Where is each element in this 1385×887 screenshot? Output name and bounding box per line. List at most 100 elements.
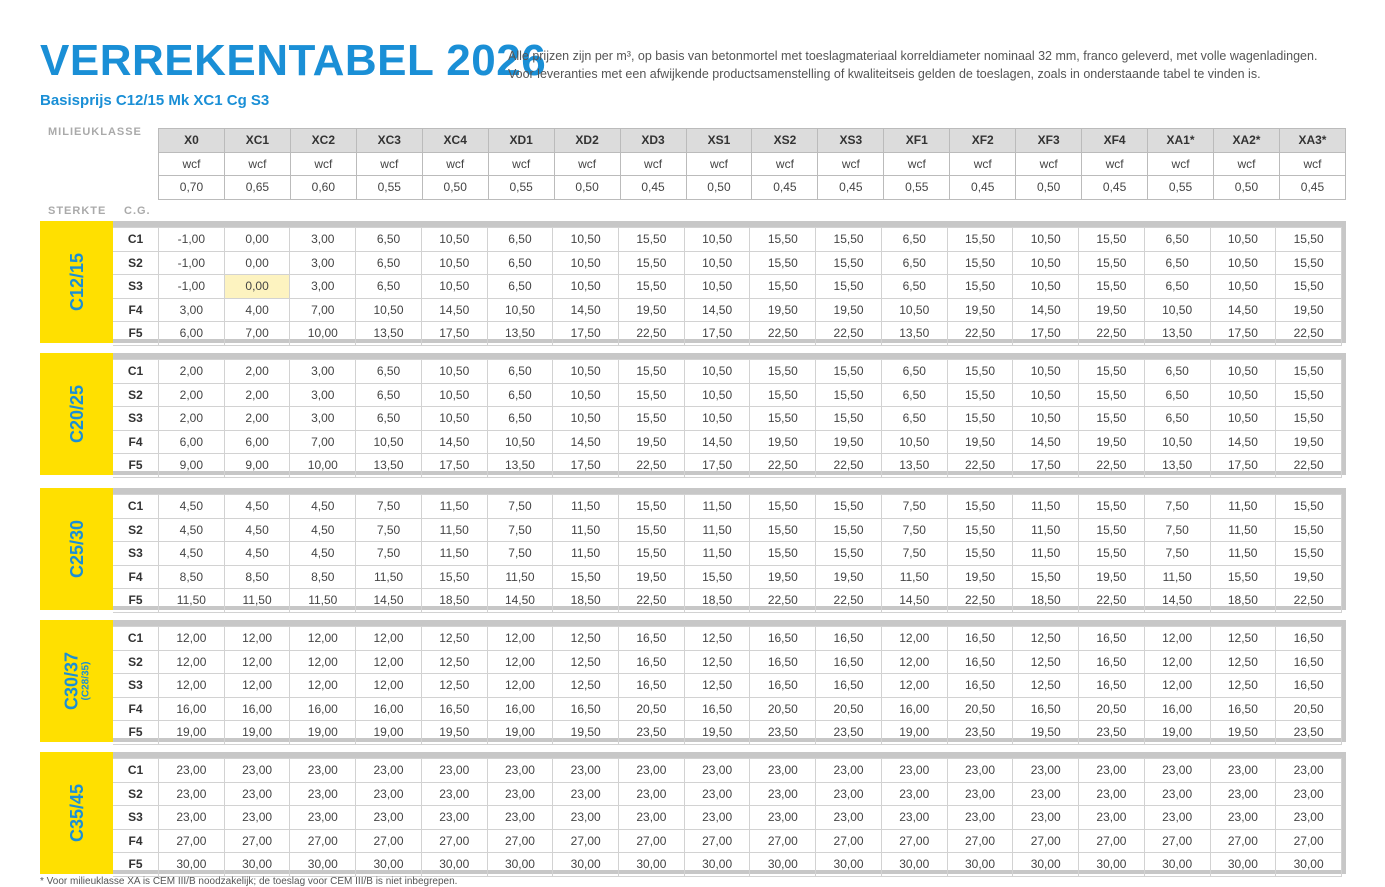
price-cell: 7,50 bbox=[1143, 517, 1211, 542]
price-cell: 13,50 bbox=[880, 321, 948, 346]
wcf-value: 0,55 bbox=[883, 175, 951, 200]
price-cell: 6,50 bbox=[880, 406, 948, 431]
price-cell: 23,00 bbox=[355, 758, 422, 783]
price-cell: 12,00 bbox=[223, 673, 291, 698]
price-cell: 30,00 bbox=[1143, 852, 1211, 877]
price-cell: 19,50 bbox=[815, 429, 882, 454]
price-cell: 10,50 bbox=[1209, 274, 1277, 299]
price-cell: -1,00 bbox=[158, 274, 225, 299]
price-cell: 16,50 bbox=[420, 696, 488, 721]
consistency-class: C1 bbox=[113, 359, 159, 384]
price-cell: 19,50 bbox=[618, 429, 685, 454]
price-cell: 4,50 bbox=[289, 494, 357, 519]
wcf-label: wcf bbox=[223, 151, 291, 176]
price-cell: 15,50 bbox=[552, 564, 620, 589]
price-cell: 30,00 bbox=[289, 852, 357, 877]
price-cell: 23,00 bbox=[420, 758, 488, 783]
price-cell: 23,00 bbox=[815, 758, 882, 783]
wcf-label: wcf bbox=[883, 151, 951, 176]
price-table: C1 4,50 4,50 4,50 7,50 11,50 7,50 11,50 15,50 11,… bbox=[113, 494, 1342, 613]
price-cell: 23,00 bbox=[420, 781, 488, 806]
price-cell: 14,50 bbox=[683, 429, 751, 454]
column-header: XS2 bbox=[751, 128, 819, 153]
price-cell: 23,00 bbox=[1143, 805, 1211, 830]
price-cell: 16,50 bbox=[1209, 696, 1277, 721]
table-row: C1 23,00 23,00 23,00 23,00 23,00 23,00 23,00 23,… bbox=[113, 758, 1342, 783]
price-cell: 6,50 bbox=[355, 359, 422, 384]
price-cell: 10,50 bbox=[1209, 359, 1277, 384]
price-cell: 6,50 bbox=[880, 359, 948, 384]
price-cell: 15,50 bbox=[749, 406, 817, 431]
price-cell: 6,50 bbox=[1143, 250, 1211, 275]
price-cell: 8,50 bbox=[158, 564, 225, 589]
strength-label: C20/25 bbox=[67, 385, 87, 443]
price-cell: 16,50 bbox=[815, 673, 882, 698]
table-row: S3 4,50 4,50 4,50 7,50 11,50 7,50 11,50 15,50 11,… bbox=[113, 541, 1342, 566]
price-cell: 3,00 bbox=[158, 297, 225, 322]
price-cell: 10,50 bbox=[420, 406, 488, 431]
price-cell: 15,50 bbox=[1078, 274, 1145, 299]
price-cell: 10,50 bbox=[486, 429, 554, 454]
price-cell: 27,00 bbox=[946, 828, 1014, 853]
price-cell: 12,50 bbox=[552, 626, 620, 651]
price-cell: 20,50 bbox=[618, 696, 685, 721]
price-cell: 11,50 bbox=[1012, 517, 1080, 542]
price-cell: 23,00 bbox=[289, 805, 357, 830]
price-cell: 6,00 bbox=[158, 321, 225, 346]
price-cell: 14,50 bbox=[1012, 297, 1080, 322]
price-cell: 15,50 bbox=[1275, 406, 1342, 431]
intro-line-1: Alle prijzen zijn per m³, op basis van b… bbox=[508, 49, 1318, 63]
price-cell: 12,50 bbox=[683, 673, 751, 698]
price-cell: 12,50 bbox=[420, 649, 488, 674]
price-cell: 15,50 bbox=[946, 359, 1014, 384]
price-table: C1 2,00 2,00 3,00 6,50 10,50 6,50 10,50 15,50 10,… bbox=[113, 359, 1342, 478]
price-cell: 30,00 bbox=[1012, 852, 1080, 877]
price-cell: 22,50 bbox=[618, 453, 685, 478]
price-cell: 4,50 bbox=[223, 494, 291, 519]
price-cell: 12,00 bbox=[158, 673, 225, 698]
consistency-class: C1 bbox=[113, 227, 159, 252]
price-cell: 15,50 bbox=[946, 382, 1014, 407]
price-cell: 19,50 bbox=[1012, 720, 1080, 745]
table-row: S2 -1,00 0,00 3,00 6,50 10,50 6,50 10,50 15,50 10… bbox=[113, 250, 1342, 275]
price-cell: 22,50 bbox=[1078, 588, 1145, 613]
price-cell: 23,50 bbox=[1078, 720, 1145, 745]
price-cell: 15,50 bbox=[1275, 541, 1342, 566]
price-cell: 15,50 bbox=[618, 359, 685, 384]
price-cell: 15,50 bbox=[1209, 564, 1277, 589]
price-cell: 23,00 bbox=[1209, 758, 1277, 783]
price-cell: 14,50 bbox=[1209, 429, 1277, 454]
consistency-class: S2 bbox=[113, 382, 159, 407]
price-cell: 11,50 bbox=[683, 517, 751, 542]
wcf-label: wcf bbox=[1147, 151, 1214, 176]
price-cell: 6,50 bbox=[1143, 274, 1211, 299]
price-cell: 15,50 bbox=[1078, 250, 1145, 275]
price-cell: -1,00 bbox=[158, 227, 225, 252]
price-cell: 15,50 bbox=[946, 406, 1014, 431]
price-cell: 15,50 bbox=[815, 250, 882, 275]
price-cell: 10,50 bbox=[1209, 227, 1277, 252]
column-header: XD2 bbox=[553, 128, 621, 153]
price-cell: 19,50 bbox=[815, 297, 882, 322]
price-cell: 10,50 bbox=[552, 227, 620, 252]
price-cell: 10,50 bbox=[552, 359, 620, 384]
wcf-value: 0,50 bbox=[1015, 175, 1083, 200]
price-cell: 16,50 bbox=[946, 626, 1014, 651]
price-cell: 6,50 bbox=[880, 274, 948, 299]
price-cell: 15,50 bbox=[1275, 382, 1342, 407]
price-cell: 11,50 bbox=[552, 494, 620, 519]
price-cell: 15,50 bbox=[815, 227, 882, 252]
price-cell: 15,50 bbox=[1078, 494, 1145, 519]
price-cell: 23,00 bbox=[1143, 758, 1211, 783]
price-cell: 15,50 bbox=[946, 250, 1014, 275]
price-cell: 19,50 bbox=[946, 564, 1014, 589]
price-cell: 7,50 bbox=[486, 541, 554, 566]
price-cell: 20,50 bbox=[946, 696, 1014, 721]
price-cell: 19,50 bbox=[1275, 429, 1342, 454]
price-cell: 16,00 bbox=[486, 696, 554, 721]
table-row: C1 4,50 4,50 4,50 7,50 11,50 7,50 11,50 15,50 11,… bbox=[113, 494, 1342, 519]
price-cell: 27,00 bbox=[1209, 828, 1277, 853]
price-cell: 4,00 bbox=[223, 297, 291, 322]
header-row-wcf-labels: wcf wcf wcf wcf wcf wcf wcf wcf wcf wcf wcf wcf wcf w… bbox=[158, 151, 1347, 176]
consistency-class: F5 bbox=[113, 321, 159, 346]
